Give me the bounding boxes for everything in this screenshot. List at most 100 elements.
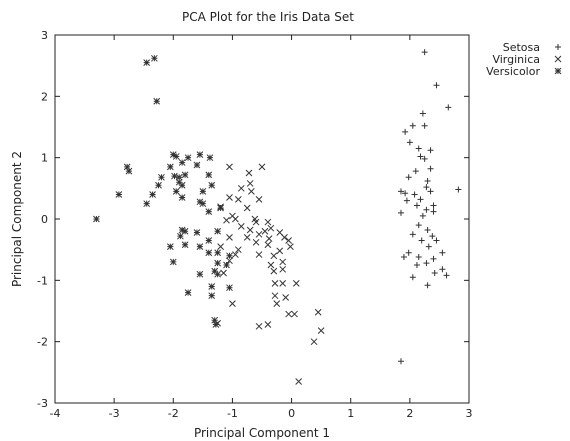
setosa-point (445, 104, 452, 111)
virginica-point (232, 251, 239, 258)
x-tick-label: 2 (406, 407, 413, 420)
setosa-point (433, 82, 440, 89)
setosa-point (427, 188, 434, 195)
versicolor-point (181, 227, 189, 235)
versicolor-point (208, 292, 216, 300)
setosa-point (439, 266, 446, 273)
setosa-point (402, 190, 409, 197)
virginica-point (248, 188, 255, 195)
versicolor-point (211, 316, 219, 324)
setosa-point (430, 202, 437, 209)
versicolor-point (143, 59, 151, 66)
setosa-point (427, 147, 434, 154)
setosa-point (424, 227, 431, 234)
virginica-point (265, 235, 273, 242)
versicolor-point (169, 151, 177, 158)
versicolor-point (177, 232, 184, 240)
chart-title: PCA Plot for the Iris Data Set (182, 10, 354, 24)
setosa-point (455, 186, 462, 193)
setosa-point (397, 209, 404, 216)
setosa-point (431, 269, 438, 276)
versicolor-point (125, 167, 133, 175)
setosa-point (413, 202, 420, 209)
versicolor-point (205, 171, 213, 179)
virginica-point (287, 243, 294, 250)
setosa-point (402, 128, 409, 135)
setosa-point (412, 168, 419, 175)
setosa-point (415, 254, 422, 261)
versicolor-point (226, 284, 233, 292)
virginica-point (234, 196, 242, 203)
versicolor-point (115, 191, 123, 198)
setosa-point (411, 191, 418, 198)
virginica-point (267, 224, 275, 232)
virginica-point (243, 204, 251, 212)
versicolor-point (178, 159, 186, 166)
setosa-point (423, 260, 430, 267)
setosa-point (421, 49, 428, 56)
virginica-point (232, 215, 239, 223)
versicolor-point (153, 97, 161, 105)
setosa-point (417, 153, 424, 160)
setosa-point (423, 184, 430, 191)
setosa-point (405, 249, 412, 256)
virginica-point (292, 280, 300, 287)
y-tick-label: 0 (41, 213, 48, 226)
versicolor-point (181, 241, 189, 249)
setosa-point (430, 255, 437, 262)
setosa-point (423, 206, 430, 213)
x-tick-label: -3 (109, 407, 120, 420)
setosa-point (425, 243, 432, 250)
virginica-point (226, 257, 233, 265)
versicolor-point (166, 163, 174, 171)
virginica-point (285, 237, 292, 244)
data-points (93, 49, 462, 385)
setosa-point (405, 174, 412, 181)
versicolor-point (166, 243, 174, 250)
versicolor-point (193, 229, 201, 236)
virginica-point (270, 252, 278, 260)
versicolor-point (123, 163, 131, 171)
setosa-point (409, 122, 416, 129)
versicolor-point (214, 259, 221, 267)
setosa-point (424, 177, 431, 184)
virginica-point (255, 322, 263, 330)
versicolor-point (143, 200, 151, 208)
virginica-point (258, 163, 266, 171)
setosa-point (424, 282, 431, 289)
versicolor-point (214, 270, 221, 278)
setosa-point (413, 262, 420, 268)
setosa-point (427, 165, 434, 172)
setosa-point (397, 188, 404, 195)
virginica-point (279, 280, 287, 287)
y-tick-label: 1 (41, 152, 48, 165)
versicolor-point (155, 181, 162, 189)
virginica-point (317, 327, 325, 334)
virginica-point (255, 196, 263, 203)
virginica-point (279, 258, 287, 266)
versicolor-point (184, 289, 192, 296)
versicolor-point (205, 249, 213, 257)
axis-ticks (54, 34, 470, 404)
virginica-point (279, 265, 287, 273)
versicolor-point (196, 151, 204, 158)
versicolor-point (217, 204, 224, 212)
virginica-point (226, 234, 233, 241)
versicolor-point (149, 191, 156, 198)
setosa-point (406, 139, 413, 146)
x-axis-label: Principal Component 1 (194, 426, 330, 440)
virginica-point (282, 294, 290, 301)
legend-marker (554, 67, 562, 75)
x-tick-label: 1 (347, 407, 354, 420)
setosa-point (443, 272, 450, 279)
virginica-point (276, 247, 284, 255)
virginica-point (285, 310, 292, 318)
versicolor-point (208, 283, 216, 290)
virginica-point (295, 378, 303, 385)
versicolor-point (93, 215, 100, 223)
setosa-point (409, 274, 416, 281)
versicolor-point (196, 198, 204, 206)
virginica-point (255, 251, 263, 258)
